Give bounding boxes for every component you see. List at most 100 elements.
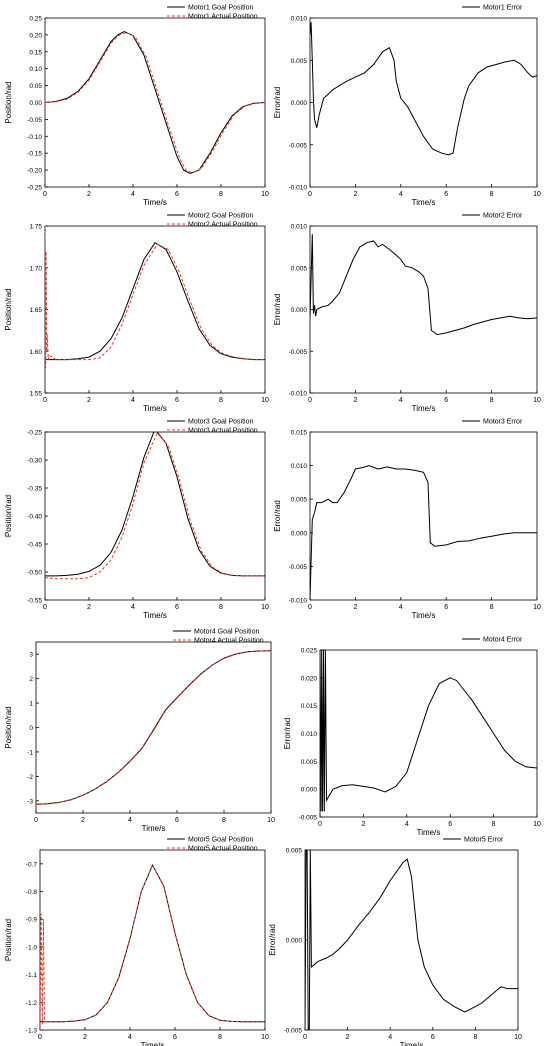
- x-tick-label: 2: [353, 397, 357, 404]
- chart-panel-1: 0 2 4 6 8 10 -0.25 -0.20 -0.15 -0.10 -0.05 0.00 0.05…: [4, 5, 269, 208]
- y-tick-label: -0.25: [27, 430, 42, 437]
- x-tick-label: 8: [219, 397, 223, 404]
- y-tick-label: -0.55: [27, 598, 42, 605]
- y-tick-label: 0.025: [301, 648, 318, 655]
- legend-entry: Motor3 Goal Position: [188, 419, 253, 426]
- plot-frame: [319, 649, 538, 818]
- x-axis-label: Time/s: [143, 198, 167, 207]
- chart-panel-10: 0 2 4 6 8 10 -0.005 0.000 0.005 Time/s Error/rad Mo…: [268, 837, 522, 1046]
- series-line-1: [310, 234, 537, 336]
- legend-entry: Motor4 Error: [483, 637, 523, 644]
- x-tick-label: 4: [131, 397, 135, 404]
- y-tick-label: 0.25: [29, 16, 42, 23]
- chart-panel-4: 0 2 4 6 8 10 -0.010 -0.005 0.000 0.005 0.010 Time/s…: [273, 213, 541, 414]
- chart-panel-5: 0 2 4 6 8 10 -0.55 -0.50 -0.45 -0.40 -0.35 -0.30 -0.…: [4, 419, 269, 621]
- y-tick-label: 0.05: [29, 83, 42, 90]
- y-tick-label: -0.20: [27, 168, 42, 175]
- y-tick-label: 0.005: [291, 497, 308, 504]
- y-tick-label: 1.65: [29, 307, 42, 314]
- x-tick-label: 8: [490, 604, 494, 611]
- x-tick-label: 8: [222, 817, 226, 824]
- x-tick-label: 0: [43, 191, 47, 198]
- y-tick-label: 0.000: [291, 307, 308, 314]
- y-axis-label: Position/rad: [4, 495, 13, 537]
- series-line-2: [45, 432, 265, 580]
- y-tick-label: 1.55: [29, 391, 42, 398]
- y-tick-label: -0.005: [289, 349, 308, 356]
- y-tick-label: -0.9: [26, 917, 38, 924]
- y-tick-label: -0.010: [289, 391, 308, 398]
- x-tick-label: 8: [490, 397, 494, 404]
- x-tick-label: 10: [533, 604, 541, 611]
- plot-frame: [309, 431, 538, 601]
- x-tick-label: 6: [444, 191, 448, 198]
- x-tick-label: 8: [473, 1034, 477, 1041]
- y-tick-label: -0.005: [299, 815, 318, 822]
- chart-panel-6: 0 2 4 6 8 10 -0.010 -0.005 0.000 0.005 0.010 0.015 T…: [273, 419, 541, 621]
- y-axis-label: Position/rad: [4, 706, 13, 748]
- series-line-1: [310, 22, 537, 156]
- x-axis-label: Time/s: [417, 828, 441, 837]
- y-tick-label: 0.000: [291, 100, 308, 107]
- series-line-2: [36, 650, 271, 805]
- plot-frame: [309, 225, 538, 394]
- x-tick-label: 2: [353, 604, 357, 611]
- y-tick-label: 0.000: [301, 787, 318, 794]
- y-tick-label: -0.05: [27, 117, 42, 124]
- legend-entry: Motor5 Actual Position: [188, 846, 258, 853]
- y-tick-label: -0.25: [27, 185, 42, 192]
- x-tick-label: 2: [81, 817, 85, 824]
- y-tick-label: -1.3: [26, 1028, 38, 1035]
- x-tick-label: 8: [219, 604, 223, 611]
- plot-frame: [35, 641, 272, 814]
- legend-entry: Motor5 Error: [464, 837, 504, 844]
- x-tick-label: 4: [388, 1034, 392, 1041]
- series-line-2: [45, 226, 265, 368]
- x-tick-label: 8: [490, 191, 494, 198]
- y-tick-label: -0.35: [27, 486, 42, 493]
- x-tick-label: 0: [303, 1034, 307, 1041]
- y-tick-label: 0.00: [29, 100, 42, 107]
- x-tick-label: 4: [399, 604, 403, 611]
- legend-entry: Motor1 Goal Position: [188, 5, 253, 12]
- y-tick-label: -2: [27, 774, 33, 781]
- x-tick-label: 6: [175, 604, 179, 611]
- x-tick-label: 8: [219, 191, 223, 198]
- y-axis-label: Error/rad: [273, 500, 282, 532]
- x-tick-label: 8: [492, 821, 496, 828]
- legend-entry: Motor1 Actual Position: [188, 14, 258, 21]
- y-tick-label: 1: [29, 701, 33, 708]
- y-tick-label: 0.005: [291, 58, 308, 65]
- x-tick-label: 6: [175, 817, 179, 824]
- legend-entry: Motor5 Goal Position: [188, 837, 253, 844]
- y-tick-label: -0.005: [284, 1028, 303, 1035]
- y-tick-label: -0.45: [27, 542, 42, 549]
- series-line-1: [45, 242, 265, 361]
- x-tick-label: 6: [175, 397, 179, 404]
- x-tick-label: 10: [533, 821, 541, 828]
- y-tick-label: 0.010: [291, 224, 308, 231]
- y-tick-label: -1.2: [26, 1000, 38, 1007]
- y-tick-label: 0.20: [29, 32, 42, 39]
- x-tick-label: 2: [87, 397, 91, 404]
- plot-frame: [44, 225, 266, 394]
- x-tick-label: 2: [361, 821, 365, 828]
- x-tick-label: 10: [533, 397, 541, 404]
- series-line-1: [310, 465, 537, 600]
- x-tick-label: 0: [308, 604, 312, 611]
- y-tick-label: -1: [27, 749, 33, 756]
- x-tick-label: 10: [261, 604, 269, 611]
- x-tick-label: 6: [444, 604, 448, 611]
- legend-entry: Motor1 Error: [483, 5, 523, 12]
- y-tick-label: 0.015: [301, 703, 318, 710]
- y-tick-label: -0.010: [289, 598, 308, 605]
- y-tick-label: -0.010: [289, 185, 308, 192]
- x-tick-label: 4: [131, 604, 135, 611]
- legend-entry: Motor4 Actual Position: [194, 638, 264, 645]
- legend-entry: Motor4 Goal Position: [194, 629, 259, 636]
- x-tick-label: 0: [308, 191, 312, 198]
- x-axis-label: Time/s: [412, 404, 436, 413]
- y-axis-label: Position/rad: [4, 81, 13, 123]
- x-tick-label: 4: [399, 397, 403, 404]
